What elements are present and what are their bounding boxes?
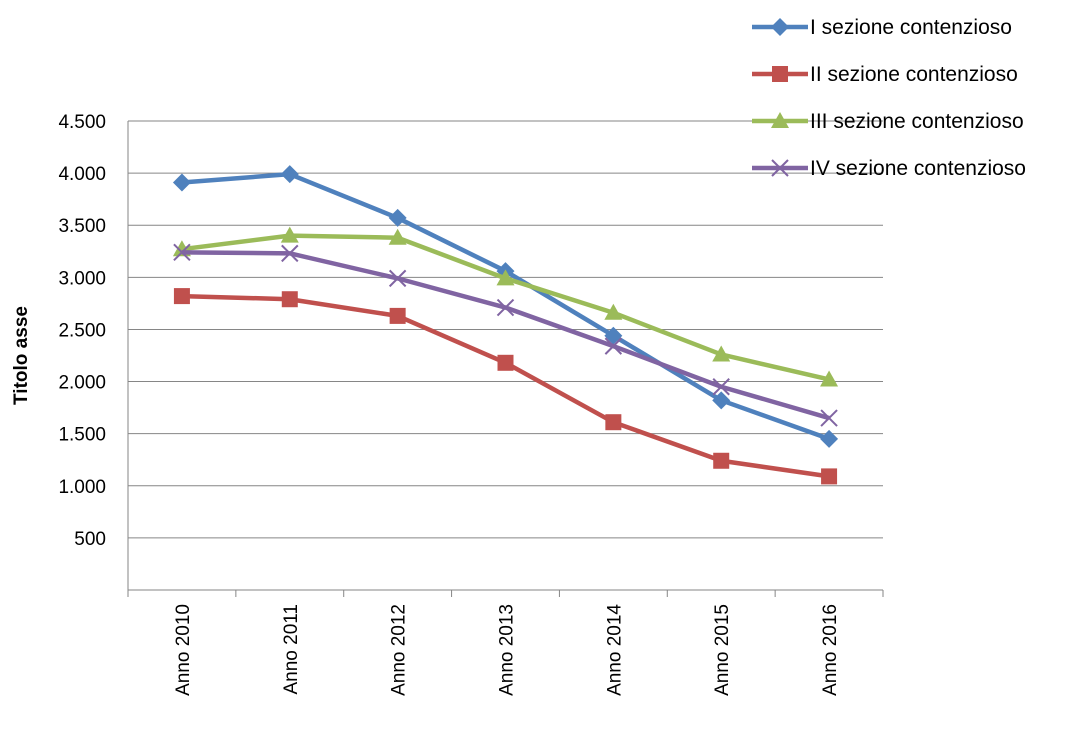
y-tick-label: 3.500 [58, 216, 106, 237]
data-point-marker [771, 18, 789, 36]
x-tick-label: Anno 2014 [604, 604, 625, 696]
legend-label: IV sezione contenzioso [810, 157, 1026, 180]
data-point-marker [388, 208, 407, 227]
legend-item: II sezione contenzioso [752, 63, 1018, 86]
data-point-marker [280, 165, 299, 184]
data-point-marker [173, 243, 191, 262]
series-line [181, 293, 830, 479]
data-point-marker [605, 414, 622, 431]
data-point-marker [281, 244, 299, 263]
data-point-marker [772, 66, 788, 82]
legend-label: II sezione contenzioso [810, 63, 1018, 86]
data-point-marker [281, 291, 298, 308]
series-4 [173, 243, 838, 427]
x-tick-label: Anno 2010 [173, 604, 194, 696]
x-tick-label: Anno 2016 [820, 604, 841, 696]
data-point-marker [604, 326, 623, 345]
y-tick-label: 1.000 [58, 477, 106, 498]
data-point-marker [712, 345, 731, 362]
data-point-marker [388, 269, 407, 288]
y-tick-label: 1.500 [58, 425, 106, 446]
legend-item: IV sezione contenzioso [752, 157, 1026, 180]
legend-item: I sezione contenzioso [752, 16, 1012, 39]
data-point-marker [388, 228, 407, 245]
y-tick-label: 4.500 [58, 112, 106, 133]
legend: I sezione contenzioso II sezione contenzi… [752, 16, 1026, 180]
x-tick-label: Anno 2011 [281, 604, 302, 695]
y-tick-label: 3.000 [58, 268, 106, 289]
y-axis-title: Titolo asse [11, 306, 32, 405]
x-tick-label: Anno 2013 [497, 604, 518, 696]
data-point-marker [771, 112, 789, 128]
legend-label: III sezione contenzioso [810, 110, 1024, 133]
data-point-marker [820, 370, 839, 387]
data-point-marker [820, 409, 838, 427]
data-point-marker [280, 226, 299, 243]
legend-label: I sezione contenzioso [810, 16, 1012, 39]
series-2 [173, 288, 838, 485]
data-point-marker [604, 303, 623, 320]
series-lines [172, 165, 839, 485]
data-point-marker [820, 429, 839, 448]
data-point-marker [497, 354, 514, 371]
data-point-marker [712, 378, 730, 396]
gridlines [128, 120, 883, 539]
data-point-marker [771, 159, 789, 177]
x-tick-label: Anno 2012 [389, 604, 410, 696]
y-tick-label: 2.500 [58, 320, 106, 341]
y-tick-label: 2.000 [58, 373, 106, 394]
legend-item: III sezione contenzioso [752, 110, 1024, 133]
x-tick-label: Anno 2015 [712, 604, 733, 696]
data-point-marker [173, 288, 190, 305]
data-point-marker [172, 173, 191, 192]
data-point-marker [496, 298, 515, 317]
data-point-marker [496, 269, 515, 286]
y-tick-label: 500 [74, 529, 106, 550]
data-point-marker [389, 307, 406, 324]
axes: 500 1.000 1.500 2.000 2.500 3.000 3.500 4.000 4.… [11, 112, 884, 696]
data-point-marker [604, 337, 623, 355]
data-point-marker [713, 452, 730, 469]
y-tick-label: 4.000 [58, 164, 106, 185]
data-point-marker [821, 468, 838, 485]
data-point-marker [712, 391, 731, 410]
